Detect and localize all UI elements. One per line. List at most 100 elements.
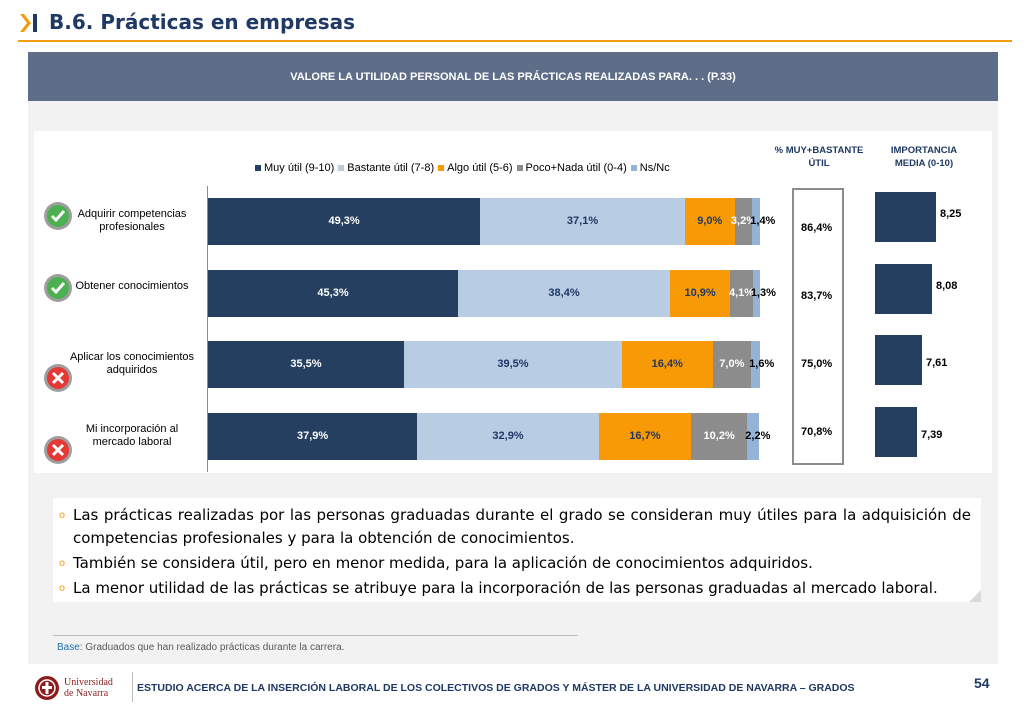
legend-label: Bastante útil (7-8) <box>347 162 435 174</box>
bar-segment <box>684 198 735 245</box>
importance-bar <box>873 405 919 459</box>
bullet-1: o Las prácticas realizadas por las perso… <box>59 504 971 550</box>
base-divider <box>53 635 578 636</box>
legend-swatch <box>630 165 637 171</box>
base-text: Graduados que han realizado prácticas du… <box>85 642 345 653</box>
pct-column-box <box>792 188 844 465</box>
bar-segment <box>670 270 731 317</box>
legend-item: Algo útil (5-6) <box>438 162 513 174</box>
footer-divider <box>132 672 133 702</box>
bar-segment <box>208 413 418 460</box>
bar-segment <box>417 413 599 460</box>
category-label: Mi incorporación al mercado laboral <box>85 423 179 448</box>
importance-bar <box>873 333 924 387</box>
footer-text: ESTUDIO ACERCA DE LA INSERCIÓN LABORAL D… <box>137 682 855 694</box>
category-label: Obtener conocimientos <box>75 280 189 292</box>
data-label: 9,0% <box>697 215 723 227</box>
pct-header-line-2: ÚTIL <box>808 158 830 169</box>
legend-swatch <box>516 165 523 171</box>
legend-label: Ns/Nc <box>639 162 670 174</box>
bullet-marker: o <box>59 558 66 569</box>
summary-box: o Las prácticas realizadas por las perso… <box>53 498 981 602</box>
legend-item: Poco+Nada útil (0-4) <box>516 162 627 174</box>
pct-muy-bastante-value: 70,8% <box>801 426 833 438</box>
cross-icon <box>44 436 72 464</box>
bar-segment <box>403 341 622 388</box>
data-label: 45,3% <box>317 287 349 299</box>
data-label: 3,2% <box>730 215 756 227</box>
bullet-3: o La menor utilidad de las prácticas se … <box>59 577 971 600</box>
legend-label: Muy útil (9-10) <box>264 162 335 174</box>
importance-bar <box>873 262 934 316</box>
imp-header-line-1: IMPORTANCIA <box>890 145 958 156</box>
data-label: 4,1% <box>728 287 755 299</box>
pct-column-header: % MUY+BASTANTE ÚTIL <box>765 144 873 170</box>
imp-header-line-2: MEDIA (0-10) <box>894 158 954 169</box>
pct-header-line-1: % MUY+BASTANTE <box>774 145 864 156</box>
bullet-marker: o <box>59 510 66 521</box>
importance-value: 8,08 <box>936 280 958 292</box>
page-title: B.6. Prácticas en empresas <box>49 10 356 34</box>
bullet-marker: o <box>59 583 66 594</box>
university-logo: Universidad de Navarra <box>34 674 130 702</box>
title-underline <box>18 40 1012 42</box>
data-label: 2,2% <box>745 430 771 442</box>
bullet-3-text: La menor utilidad de las prácticas se at… <box>73 579 938 597</box>
importance-value: 8,25 <box>940 208 962 220</box>
legend-label: Poco+Nada útil (0-4) <box>525 162 627 174</box>
data-label: 35,5% <box>290 358 322 370</box>
bar-segment <box>734 198 753 245</box>
legend-swatch <box>255 165 261 171</box>
bullet-1-text: Las prácticas realizadas por las persona… <box>73 506 971 547</box>
bar-segment <box>480 198 685 245</box>
pct-muy-bastante-value: 75,0% <box>801 358 833 370</box>
check-icon <box>44 202 72 230</box>
legend-item: Muy útil (9-10) <box>255 162 334 174</box>
data-label: 32,9% <box>492 430 524 442</box>
base-note: Base: Graduados que han realizado prácti… <box>57 642 344 653</box>
bar-segment <box>751 341 760 388</box>
data-label: 7,0% <box>719 358 745 370</box>
data-label: 10,9% <box>684 287 716 299</box>
university-seal-icon <box>35 676 59 700</box>
legend-item: Ns/Nc <box>630 162 670 174</box>
bullet-2: o También se considera útil, pero en men… <box>59 552 971 575</box>
legend-swatch <box>338 165 345 171</box>
bar-segment <box>208 341 404 388</box>
bullet-2-text: También se considera útil, pero en menor… <box>73 554 813 572</box>
data-label: 49,3% <box>328 215 360 227</box>
bar-segment <box>752 198 760 245</box>
bar-segment <box>691 413 748 460</box>
data-label: 10,2% <box>703 430 735 442</box>
base-label: Base: <box>57 642 83 653</box>
data-label: 39,5% <box>497 358 529 370</box>
category-label: Aplicar los conocimientos adquiridos <box>69 351 195 376</box>
chart-axis <box>207 186 208 472</box>
bar-segment <box>598 413 691 460</box>
importance-value: 7,61 <box>926 357 948 369</box>
bar-segment <box>712 341 752 388</box>
legend-item: Bastante útil (7-8) <box>338 162 434 174</box>
chart-legend: Muy útil (9-10) Bastante útil (7-8) Algo ú… <box>255 162 674 174</box>
legend-swatch <box>438 165 445 171</box>
logo-text-1: Universidad <box>64 677 113 688</box>
page-number: 54 <box>974 675 990 691</box>
pct-muy-bastante-value: 83,7% <box>801 290 833 302</box>
importance-column-header: IMPORTANCIA MEDIA (0-10) <box>870 144 978 170</box>
data-label: 1,6% <box>749 358 775 370</box>
cross-icon <box>44 364 72 392</box>
bar-segment <box>747 413 760 460</box>
data-label: 37,9% <box>296 430 329 442</box>
bar-segment <box>208 270 459 317</box>
category-label: Adquirir competencias profesionales <box>77 208 187 233</box>
title-chevron-icon <box>20 14 37 32</box>
pct-muy-bastante-value: 86,4% <box>801 222 833 234</box>
data-label: 37,1% <box>566 215 599 227</box>
check-icon <box>44 274 72 302</box>
data-label: 16,4% <box>651 358 683 370</box>
chart-header: VALORE LA UTILIDAD PERSONAL DE LAS PRÁCT… <box>28 52 998 101</box>
bar-segment <box>458 270 670 317</box>
bar-segment <box>208 198 481 245</box>
page-fold-icon <box>969 590 981 602</box>
data-label: 38,4% <box>548 287 580 299</box>
